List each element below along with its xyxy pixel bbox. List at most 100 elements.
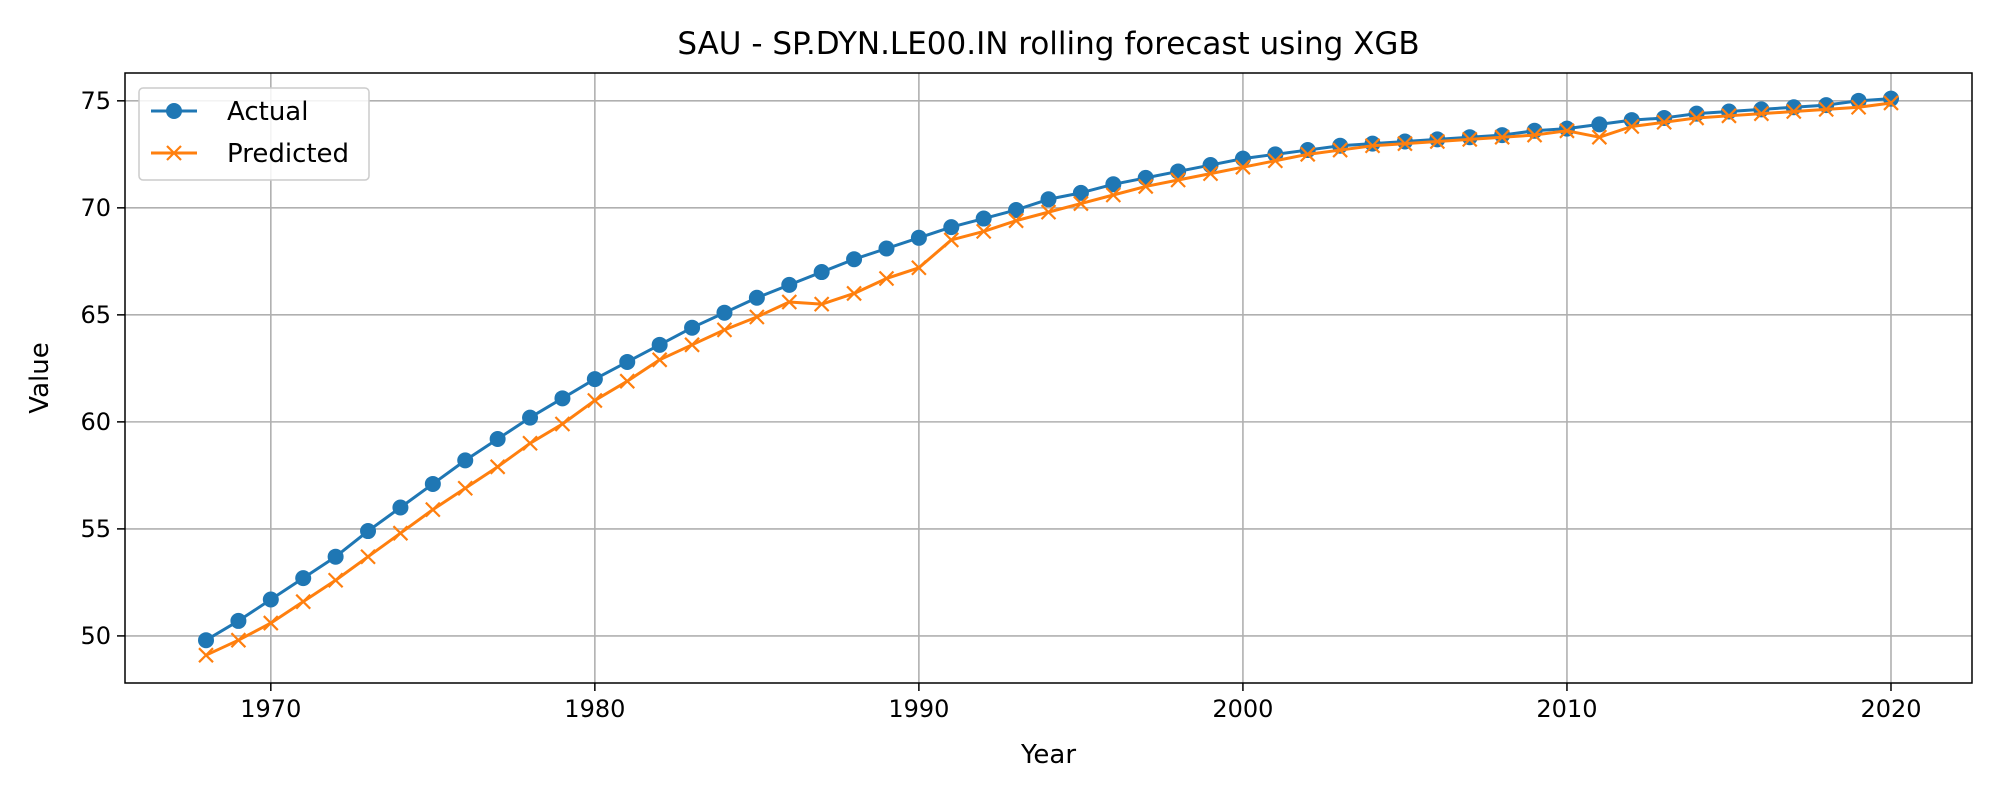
- predicted-point: [1786, 103, 1802, 120]
- predicted-point: [1688, 110, 1705, 126]
- x-tick-label: 1970: [240, 695, 301, 723]
- actual-point: [295, 570, 312, 587]
- actual-point: [1105, 176, 1122, 193]
- actual-point: [1072, 184, 1089, 201]
- predicted-point: [781, 294, 798, 310]
- actual-point: [910, 229, 927, 246]
- actual-point: [716, 304, 733, 321]
- predicted-point: [684, 337, 700, 353]
- actual-point: [586, 371, 603, 388]
- predicted-point: [651, 352, 668, 368]
- predicted-point: [716, 322, 733, 338]
- actual-point: [813, 264, 830, 281]
- legend-swatch-marker: [166, 103, 182, 119]
- y-tick-label: 60: [80, 408, 111, 436]
- predicted-point: [263, 615, 279, 631]
- actual-point: [1202, 157, 1219, 174]
- predicted-point: [1753, 105, 1770, 122]
- predicted-point: [878, 270, 895, 287]
- predicted-point: [1137, 178, 1154, 195]
- plot-frame: [124, 72, 1973, 684]
- predicted-point: [1397, 135, 1413, 152]
- actual-point: [522, 409, 539, 426]
- actual-point: [1234, 150, 1251, 167]
- predicted-point: [911, 259, 927, 276]
- x-tick-label: 2020: [1860, 695, 1921, 723]
- predicted-point: [489, 459, 506, 475]
- actual-point: [1429, 131, 1446, 148]
- actual-point: [198, 632, 215, 649]
- actual-point: [1364, 135, 1381, 152]
- x-tick-label: 1990: [888, 695, 949, 723]
- predicted-point: [1850, 99, 1867, 116]
- y-axis-ticks: 50 55 60 65 70 75: [80, 87, 125, 650]
- legend-label: Predicted: [227, 139, 349, 169]
- legend-label: Actual: [227, 97, 308, 127]
- actual-point: [975, 210, 992, 227]
- actual-point: [1623, 112, 1640, 129]
- legend: Actual Predicted: [138, 87, 370, 181]
- predicted-point: [1559, 123, 1575, 139]
- actual-point: [392, 499, 409, 516]
- actual-point: [878, 240, 895, 257]
- predicted-point: [1299, 146, 1316, 163]
- actual-point: [943, 219, 960, 236]
- predicted-point: [425, 501, 441, 518]
- predicted-point: [1332, 142, 1348, 158]
- predicted-point: [1073, 195, 1089, 212]
- actual-point: [554, 390, 571, 407]
- predicted-point: [1429, 133, 1446, 150]
- predicted-point: [1008, 212, 1024, 229]
- y-tick-label: 55: [80, 515, 111, 543]
- predicted-point: [846, 285, 862, 302]
- predicted-point: [1267, 152, 1284, 169]
- predicted-point: [1235, 159, 1251, 175]
- predicted-point: [1040, 204, 1057, 220]
- actual-point: [360, 523, 377, 540]
- predicted-point: [1721, 108, 1737, 124]
- actual-point: [1008, 201, 1025, 218]
- chart-title: SAU - SP.DYN.LE00.IN rolling forecast us…: [677, 26, 1419, 62]
- actual-point: [327, 548, 344, 565]
- actual-point: [781, 276, 798, 293]
- actual-point: [1396, 133, 1413, 150]
- predicted-point: [392, 525, 409, 541]
- grid-lines: [125, 73, 1972, 683]
- actual-point: [1461, 129, 1478, 146]
- predicted-point: [587, 392, 603, 409]
- legend-swatch-marker: [166, 145, 182, 161]
- y-tick-label: 50: [80, 622, 111, 650]
- predicted-point: [749, 309, 765, 325]
- series-layer: [198, 90, 1899, 663]
- actual-point: [457, 452, 474, 469]
- actual-point: [1137, 169, 1154, 186]
- y-tick-label: 75: [80, 87, 111, 115]
- actual-point: [489, 431, 506, 447]
- predicted-point: [1364, 137, 1381, 154]
- actual-point: [1170, 163, 1187, 180]
- x-axis-label: Year: [1020, 740, 1076, 770]
- actual-point: [619, 353, 636, 370]
- actual-point: [262, 591, 279, 608]
- predicted-point: [1494, 129, 1510, 145]
- predicted-point: [198, 647, 214, 663]
- predicted-point: [943, 232, 960, 248]
- predicted-point: [975, 223, 992, 240]
- actual-point: [846, 251, 863, 268]
- predicted-point: [1623, 118, 1640, 135]
- actual-point: [230, 612, 247, 629]
- predicted-point: [813, 296, 830, 312]
- predicted-point: [1591, 129, 1608, 145]
- predicted-point: [1105, 187, 1122, 203]
- actual-point: [424, 475, 441, 492]
- predicted-point: [1526, 127, 1543, 143]
- predicted-point: [360, 548, 376, 565]
- actual-point: [1494, 127, 1511, 144]
- actual-point: [1558, 120, 1575, 137]
- actual-point: [748, 289, 765, 306]
- legend-item-actual: Actual: [151, 97, 308, 127]
- predicted-point: [1818, 101, 1834, 118]
- x-tick-label: 1980: [564, 695, 625, 723]
- actual-point: [1040, 191, 1057, 208]
